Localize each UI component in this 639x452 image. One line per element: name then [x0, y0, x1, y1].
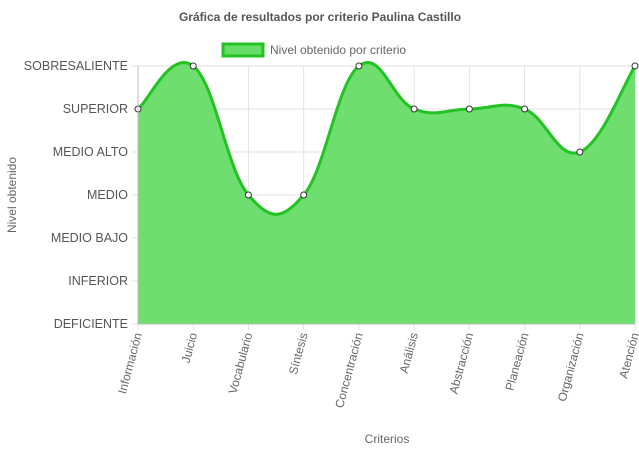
- legend-label: Nivel obtenido por criterio: [270, 43, 406, 57]
- y-tick-label: MEDIO: [87, 188, 128, 202]
- x-tick-label: Juicio: [179, 331, 201, 365]
- y-tick-label: SOBRESALIENTE: [24, 59, 128, 73]
- point: [355, 62, 363, 70]
- area: [138, 62, 635, 324]
- legend-swatch: [221, 42, 265, 58]
- point: [521, 105, 529, 113]
- y-tick-label: MEDIO ALTO: [53, 145, 129, 159]
- x-tick-label: Atención: [616, 331, 639, 380]
- x-tick-label: Vocabulario: [226, 331, 256, 396]
- y-tick-label: DEFICIENTE: [54, 317, 128, 331]
- y-axis-label: Nivel obtenido: [5, 157, 19, 233]
- line: [136, 61, 637, 216]
- x-tick-label: Abstracción: [446, 331, 476, 395]
- point: [300, 191, 308, 199]
- x-tick-label: Información: [115, 331, 145, 395]
- point: [189, 62, 197, 70]
- point: [576, 148, 584, 156]
- chart-title: Gráfica de resultados por criterio Pauli…: [179, 10, 461, 24]
- y-tick-label: MEDIO BAJO: [51, 231, 128, 245]
- x-tick-label: Concentración: [332, 331, 366, 409]
- x-axis-label: Criterios: [365, 432, 410, 446]
- x-tick-label: Organización: [555, 331, 587, 403]
- x-tick-label: Análisis: [397, 331, 421, 375]
- x-tick-label: Planeación: [503, 331, 532, 392]
- point: [631, 62, 639, 70]
- y-tick-label: INFERIOR: [68, 274, 128, 288]
- point: [410, 105, 418, 113]
- x-tick-label: Síntesis: [286, 331, 311, 376]
- point: [244, 191, 252, 199]
- point: [465, 105, 473, 113]
- y-tick-label: SUPERIOR: [63, 102, 128, 116]
